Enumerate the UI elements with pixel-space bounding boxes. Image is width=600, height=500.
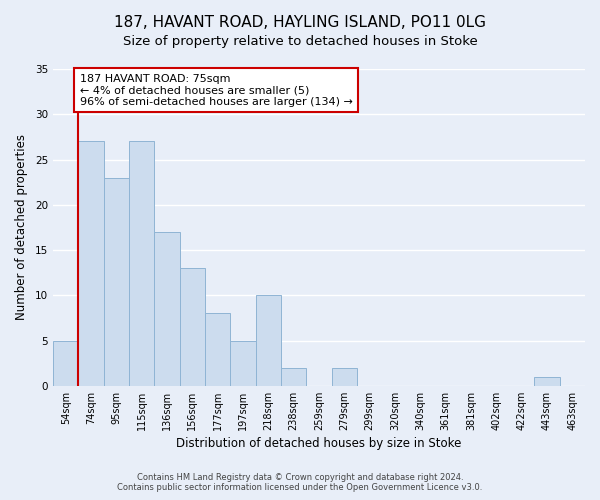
X-axis label: Distribution of detached houses by size in Stoke: Distribution of detached houses by size …	[176, 437, 462, 450]
Bar	[79, 142, 104, 386]
Bar	[230, 340, 256, 386]
Bar	[281, 368, 307, 386]
Bar	[154, 232, 180, 386]
Text: 187 HAVANT ROAD: 75sqm
← 4% of detached houses are smaller (5)
96% of semi-detac: 187 HAVANT ROAD: 75sqm ← 4% of detached …	[80, 74, 353, 106]
Bar	[129, 142, 154, 386]
Bar	[180, 268, 205, 386]
Bar	[53, 340, 79, 386]
Bar	[205, 314, 230, 386]
Bar	[256, 296, 281, 386]
Bar	[332, 368, 357, 386]
Text: Contains HM Land Registry data © Crown copyright and database right 2024.
Contai: Contains HM Land Registry data © Crown c…	[118, 473, 482, 492]
Y-axis label: Number of detached properties: Number of detached properties	[15, 134, 28, 320]
Text: Size of property relative to detached houses in Stoke: Size of property relative to detached ho…	[122, 35, 478, 48]
Bar	[535, 377, 560, 386]
Bar	[104, 178, 129, 386]
Text: 187, HAVANT ROAD, HAYLING ISLAND, PO11 0LG: 187, HAVANT ROAD, HAYLING ISLAND, PO11 0…	[114, 15, 486, 30]
